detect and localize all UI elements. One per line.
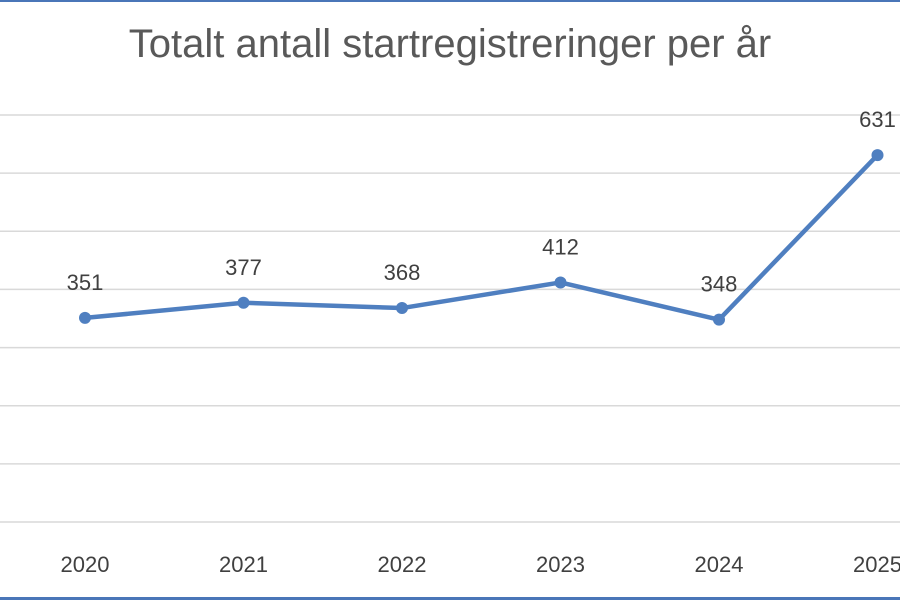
data-point: [871, 149, 884, 162]
chart-title: Totalt antall startregistreringer per år: [128, 22, 772, 66]
data-label: 377: [225, 255, 262, 280]
series-line: [82, 152, 880, 322]
x-tick-label: 2023: [536, 552, 585, 577]
data-point: [79, 311, 91, 324]
data-label: 368: [384, 260, 421, 285]
data-label: 412: [542, 234, 579, 259]
x-tick-label: 2024: [695, 552, 744, 577]
data-point: [713, 313, 725, 326]
data-label: 348: [701, 272, 738, 297]
data-label: 631: [859, 107, 896, 132]
x-tick-label: 2021: [219, 552, 268, 577]
data-label: 351: [67, 270, 104, 295]
x-tick-label: 2025: [853, 552, 900, 577]
data-point: [396, 302, 408, 315]
x-tick-label: 2022: [378, 552, 427, 577]
data-point: [237, 296, 250, 309]
x-tick-label: 2020: [61, 552, 110, 577]
data-point: [554, 276, 567, 289]
